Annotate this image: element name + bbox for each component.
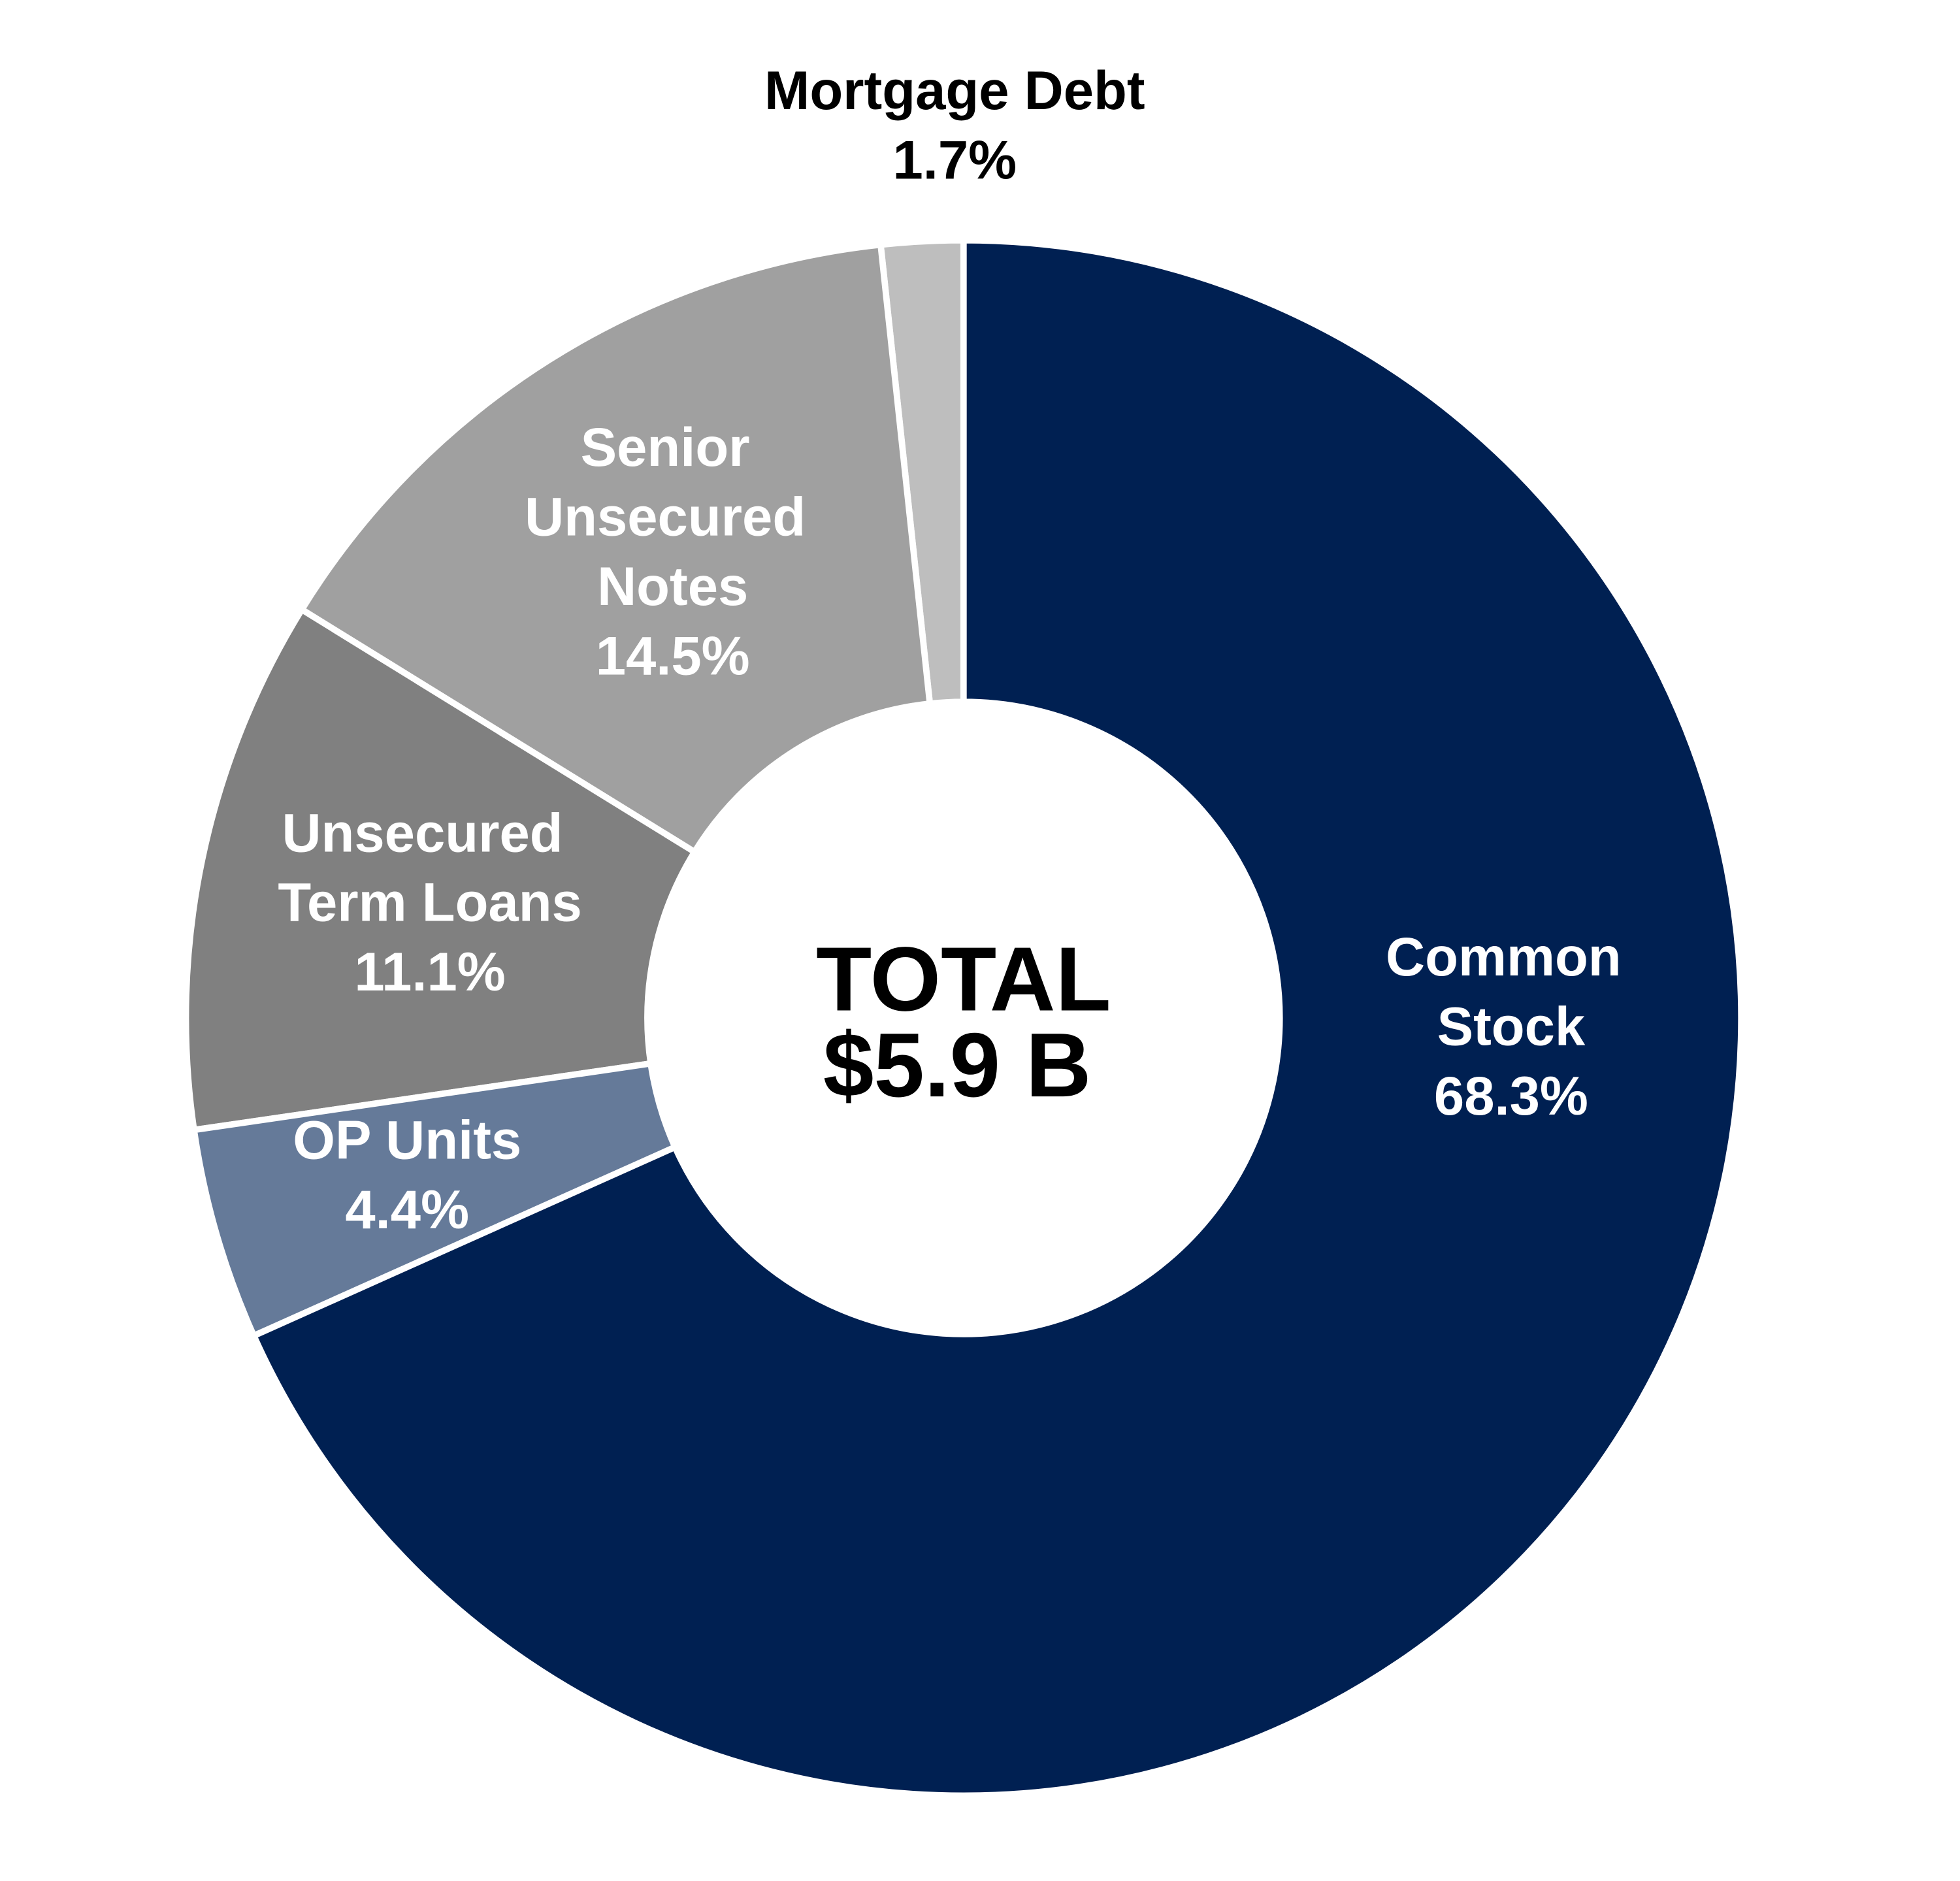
slice-label: Unsecured Term Loans [278, 802, 582, 932]
center-total: $5.9 B [823, 1014, 1092, 1116]
slice-label: Mortgage Debt [764, 60, 1145, 121]
slice-value: 14.5% [596, 625, 750, 686]
donut-slice [190, 1060, 679, 1340]
slice-value: 11.1% [354, 941, 505, 1002]
slice-label: Senior Unsecured Notes [525, 417, 821, 617]
slice-label: OP Units [293, 1110, 521, 1171]
donut-slice [182, 605, 699, 1134]
donut-slice [250, 237, 1744, 1799]
donut-slice [297, 241, 934, 857]
slice-value: 4.4% [345, 1179, 469, 1240]
slice-value: 1.7% [892, 130, 1017, 191]
center-title: TOTAL [816, 928, 1111, 1030]
slice-label: Common Stock [1386, 926, 1637, 1056]
slice-value: 68.3% [1434, 1066, 1588, 1126]
